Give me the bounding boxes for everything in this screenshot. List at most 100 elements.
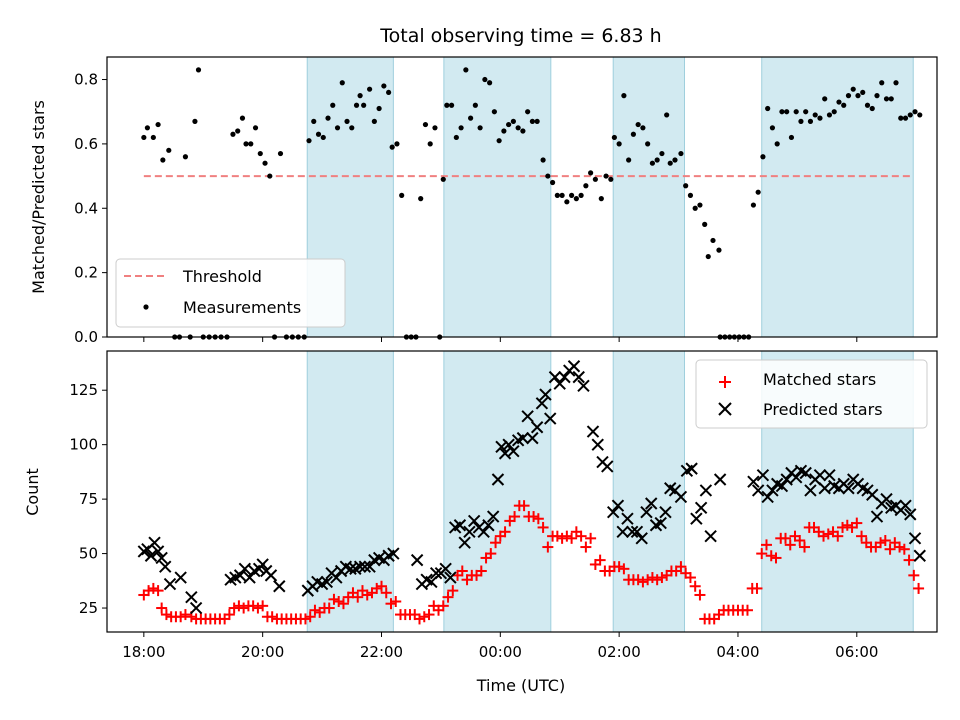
- predicted-star-point: [453, 519, 467, 532]
- measurement-point: [598, 196, 604, 202]
- marker-stroke: [410, 553, 424, 567]
- predicted-star-point: [694, 501, 708, 515]
- matched-star-point: [551, 530, 563, 542]
- measurement-point: [506, 121, 512, 128]
- matched-star-point: [509, 511, 521, 523]
- measurement-point: [472, 102, 478, 108]
- shaded-band: [306, 350, 394, 633]
- measurement-point: [869, 105, 875, 112]
- measurement-point: [243, 141, 249, 147]
- measurement-point: [349, 125, 355, 131]
- matched-star-point: [646, 572, 658, 584]
- predicted-star-point: [410, 553, 424, 567]
- marker-stroke: [866, 488, 879, 501]
- matched-star-point: [765, 550, 777, 562]
- predicted-star-point: [616, 525, 629, 539]
- predicted-star-point: [611, 499, 625, 512]
- marker-stroke: [818, 482, 831, 495]
- matched-star-point: [799, 541, 811, 553]
- measurement-point: [277, 150, 284, 157]
- matched-star-point: [818, 530, 830, 542]
- marker-stroke: [626, 525, 639, 539]
- marker-stroke: [344, 562, 357, 576]
- marker-stroke: [813, 468, 827, 482]
- marker-stroke: [539, 388, 552, 401]
- x-axis-label: Time (UTC): [476, 676, 565, 695]
- measurement-point: [361, 102, 367, 108]
- marker-stroke: [621, 512, 634, 525]
- predicted-star-point: [630, 525, 644, 539]
- predicted-star-point: [353, 560, 367, 573]
- marker-stroke: [616, 525, 629, 539]
- matched-star-point: [694, 589, 706, 601]
- measurement-points: [141, 67, 923, 340]
- measurement-point: [554, 192, 560, 198]
- predicted-star-point: [463, 525, 476, 539]
- measurement-point: [239, 115, 246, 121]
- matched-star-point: [456, 565, 468, 577]
- marker-stroke: [444, 571, 457, 584]
- marker-stroke: [463, 525, 476, 539]
- marker-stroke: [163, 577, 177, 591]
- predicted-star-point: [908, 532, 922, 545]
- marker-stroke: [908, 532, 922, 545]
- matched-star-point: [556, 532, 568, 544]
- predicted-star-point: [690, 512, 703, 525]
- matched-star-point: [837, 521, 849, 533]
- marker-stroke: [799, 466, 812, 480]
- matched-star-point: [779, 532, 791, 544]
- predicted-star-point: [818, 482, 831, 495]
- measurement-point: [482, 76, 488, 83]
- measurement-point: [267, 173, 273, 179]
- marker-stroke: [148, 536, 161, 549]
- marker-stroke: [486, 510, 500, 523]
- predicted-star-point: [713, 473, 727, 486]
- predicted-star-point: [482, 519, 495, 532]
- predicted-star-point: [174, 571, 187, 584]
- measurement-point: [769, 125, 776, 131]
- predicted-star-point: [233, 569, 247, 582]
- predicted-star-point: [751, 484, 765, 497]
- marker-stroke: [358, 560, 372, 573]
- x-tick-label: 02:00: [598, 643, 641, 661]
- predicted-star-point: [761, 490, 774, 504]
- measurement-point: [510, 118, 516, 124]
- marker-stroke: [151, 545, 165, 558]
- marker-stroke: [668, 484, 682, 497]
- matched-star-point: [756, 548, 768, 560]
- predicted-star-point: [842, 482, 855, 495]
- predicted-star-point: [880, 492, 893, 506]
- matched-star-point: [485, 548, 497, 560]
- matched-star-point: [651, 574, 663, 586]
- y-tick-label: 50: [79, 545, 98, 563]
- measurement-point: [520, 128, 526, 134]
- matched-star-point: [156, 602, 168, 614]
- measurement-point: [687, 192, 694, 198]
- marker-stroke: [856, 482, 869, 495]
- predicted-star-point: [477, 525, 490, 539]
- marker-stroke: [751, 484, 765, 497]
- predicted-star-point: [264, 569, 278, 582]
- legend-matched-label: Matched stars: [763, 370, 876, 389]
- marker-stroke: [572, 370, 585, 384]
- marker-stroke: [577, 379, 590, 393]
- measurement-point: [344, 118, 350, 124]
- predicted-star-point: [904, 508, 917, 521]
- shaded-band: [443, 350, 552, 633]
- marker-stroke: [330, 571, 343, 584]
- matched-star-point: [490, 537, 502, 549]
- marker-stroke: [273, 580, 286, 593]
- marker-stroke: [429, 566, 443, 580]
- marker-stroke: [880, 492, 893, 506]
- predicted-star-point: [870, 510, 884, 523]
- matched-star-point: [851, 517, 863, 529]
- measurement-point: [160, 157, 166, 163]
- measurement-point: [166, 147, 172, 153]
- measurement-point: [616, 141, 622, 147]
- top-bands: [306, 56, 914, 338]
- matched-star-point: [442, 591, 454, 603]
- predicted-star-point: [526, 431, 539, 445]
- predicted-star-point: [429, 566, 443, 580]
- matched-star-point: [585, 532, 597, 544]
